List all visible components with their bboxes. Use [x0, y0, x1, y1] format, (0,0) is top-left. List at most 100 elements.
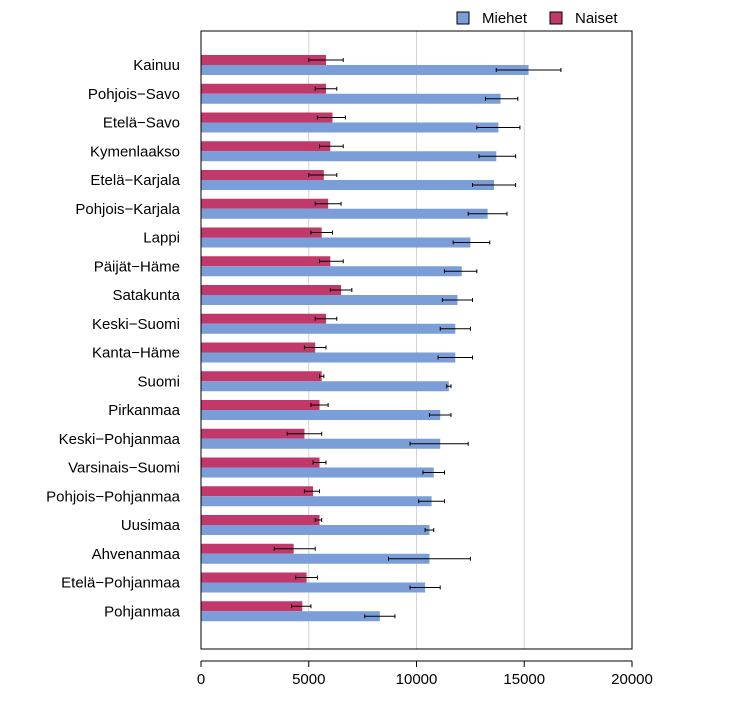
category-label: Päijät−Häme [94, 258, 180, 275]
bar-miehet [201, 467, 434, 478]
error-bar [478, 154, 517, 159]
category-label: Kanta−Häme [92, 345, 180, 362]
bar-miehet [201, 180, 495, 190]
bar-miehet [201, 352, 456, 363]
bar-naiset [201, 371, 322, 382]
plot-border [200, 30, 633, 650]
bar-miehet [201, 93, 501, 104]
legend-swatch [549, 11, 563, 25]
bar-miehet [201, 266, 462, 277]
error-bar [329, 288, 353, 292]
error-bar [467, 211, 508, 216]
bar-naiset [201, 515, 320, 525]
error-bar [409, 441, 469, 446]
bar-miehet [201, 525, 430, 535]
bar-miehet [201, 611, 380, 622]
bar-naiset [201, 198, 329, 209]
error-bar [314, 316, 338, 321]
category-label: Etelä−Savo [103, 115, 180, 132]
error-bar [303, 345, 327, 350]
bar-naiset [201, 428, 305, 439]
legend-label: Miehet [482, 10, 528, 27]
bar-naiset [201, 486, 314, 497]
bar-naiset [201, 112, 333, 123]
category-label: Satakunta [112, 287, 180, 304]
error-bar [308, 58, 344, 62]
bar-naiset [201, 227, 322, 238]
bar-naiset [201, 141, 331, 152]
bar-miehet [201, 208, 488, 219]
x-tick-label: 20000 [611, 671, 653, 688]
category-labels: Kainuu Pohjois−Savo Etelä−Savo Kymenlaakso E… [46, 57, 181, 620]
bar-naiset [201, 55, 326, 65]
error-bar [273, 546, 316, 551]
error-bar [422, 470, 446, 475]
bar-miehet [201, 496, 432, 507]
legend-swatch [456, 11, 470, 25]
bar-miehet [201, 582, 426, 593]
bar-miehet [201, 553, 430, 564]
error-bar [314, 86, 338, 91]
bars [201, 55, 529, 622]
error-bar [437, 355, 474, 360]
bar-naiset [201, 170, 324, 180]
error-bars [273, 58, 562, 619]
error-bar [308, 173, 338, 177]
error-bar [319, 144, 344, 149]
error-bar [319, 374, 325, 379]
error-bar [310, 230, 333, 235]
bar-naiset [201, 457, 320, 468]
error-bar [441, 298, 474, 302]
legend-label: Naiset [575, 10, 618, 27]
error-bar [310, 403, 329, 407]
x-tick-label: 15000 [503, 671, 545, 688]
x-tick-label: 0 [197, 671, 205, 688]
bar-naiset [201, 342, 316, 353]
legend: Miehet Naiset [456, 10, 618, 27]
error-bar [291, 604, 312, 609]
error-bar [314, 518, 323, 522]
error-bar [484, 96, 519, 101]
error-bar [314, 201, 342, 206]
bar-miehet [201, 65, 529, 75]
category-label: Ahvenanmaa [92, 546, 181, 563]
error-bar [476, 125, 521, 130]
bar-naiset [201, 601, 303, 612]
bar-miehet [201, 323, 456, 334]
error-bar [364, 614, 396, 619]
bar-miehet [201, 438, 441, 449]
error-bar [295, 575, 318, 580]
bar-naiset [201, 543, 294, 554]
error-bar [316, 115, 346, 120]
error-bar [303, 489, 321, 494]
error-bar [452, 240, 491, 245]
bar-naiset [201, 83, 326, 94]
error-bar [409, 585, 441, 590]
category-label: Keski−Suomi [92, 316, 180, 333]
x-axis: 0 5000 10000 15000 20000 [197, 660, 653, 688]
category-label: Pohjois−Savo [88, 86, 180, 103]
category-label: Pohjois−Pohjanmaa [46, 488, 181, 505]
bar-naiset [201, 572, 307, 583]
category-label: Etelä−Karjala [90, 172, 180, 189]
category-label: Varsinais−Suomi [68, 460, 180, 477]
category-label: Suomi [137, 373, 180, 390]
error-bar [472, 183, 517, 187]
bar-miehet [201, 295, 458, 305]
error-bar [446, 384, 452, 389]
bar-miehet [201, 122, 499, 133]
x-tick-label: 10000 [396, 671, 438, 688]
x-tick-label: 5000 [292, 671, 325, 688]
error-bar [495, 68, 562, 72]
category-label: Lappi [143, 230, 180, 247]
bar-miehet [201, 151, 497, 162]
error-bar [424, 528, 435, 532]
error-bar [444, 269, 478, 274]
error-bar [418, 499, 446, 504]
error-bar [319, 259, 344, 264]
error-bar [312, 460, 327, 465]
category-label: Kymenlaakso [90, 143, 180, 160]
bar-miehet [201, 410, 441, 420]
bar-naiset [201, 313, 326, 324]
